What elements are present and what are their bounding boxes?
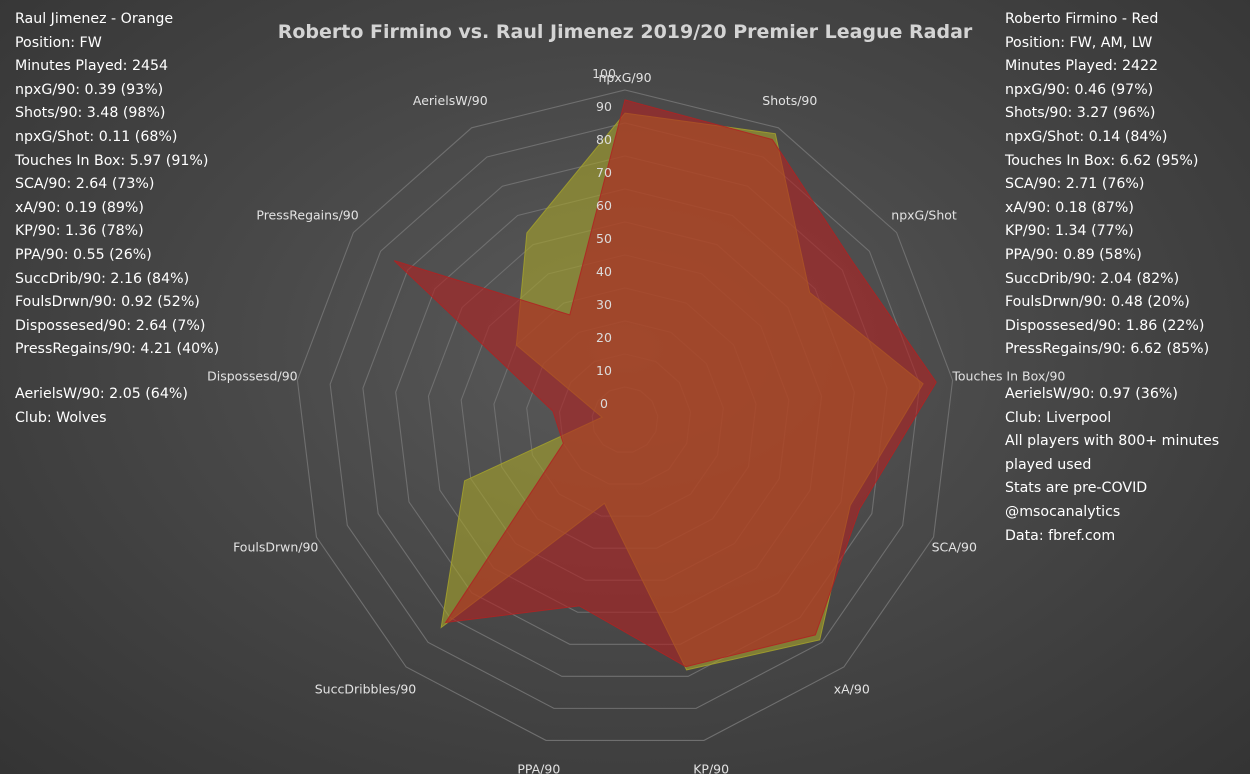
firmino-stat-line-5: npxG/Shot: 0.14 (84%) bbox=[1005, 128, 1168, 145]
jimenez-extra-line-0: AerielsW/90: 2.05 (64%) bbox=[15, 386, 188, 402]
firmino-note-line-6: Data: fbref.com bbox=[1005, 527, 1116, 544]
radar-series bbox=[393, 99, 937, 671]
jimenez-extra-line-1: Club: Wolves bbox=[15, 409, 107, 426]
jimenez-stat-line-2: Minutes Played: 2454 bbox=[15, 58, 169, 75]
firmino-stat-line-2: Minutes Played: 2422 bbox=[1005, 58, 1159, 75]
firmino-note-line-3: played used bbox=[1005, 456, 1092, 473]
firmino-stat-line-10: PPA/90: 0.89 (58%) bbox=[1005, 246, 1142, 263]
radial-tick-label: 40 bbox=[596, 264, 612, 279]
axis-label: npxG/90 bbox=[598, 70, 651, 85]
axis-labels: npxG/90 Shots/90 npxG/Shot Touches In Box/9… bbox=[207, 70, 1065, 774]
firmino-stat-line-13: Dispossesed/90: 1.86 (22%) bbox=[1005, 317, 1205, 334]
axis-label: SCA/90 bbox=[932, 540, 977, 555]
firmino-stat-line-12: FoulsDrwn/90: 0.48 (20%) bbox=[1005, 294, 1190, 311]
firmino-note-line-5: @msocanalytics bbox=[1005, 503, 1121, 520]
jimenez-stat-line-1: Position: FW bbox=[15, 34, 102, 51]
jimenez-stat-line-13: Dispossesed/90: 2.64 (7%) bbox=[15, 317, 206, 334]
jimenez-stat-line-7: SCA/90: 2.64 (73%) bbox=[15, 176, 155, 193]
radial-tick-label: 50 bbox=[596, 231, 612, 246]
jimenez-extra-panel: AerielsW/90: 2.05 (64%) Club: Wolves bbox=[15, 383, 188, 430]
jimenez-stat-line-5: npxG/Shot: 0.11 (68%) bbox=[15, 128, 178, 145]
radial-tick-label: 60 bbox=[596, 198, 612, 213]
chart-title: Roberto Firmino vs. Raul Jimenez 2019/20… bbox=[278, 21, 973, 43]
radial-tick-label: 0 bbox=[600, 396, 608, 411]
jimenez-stat-line-9: KP/90: 1.36 (78%) bbox=[15, 223, 144, 240]
firmino-stat-line-1: Position: FW, AM, LW bbox=[1005, 34, 1153, 51]
jimenez-stat-line-11: SuccDrib/90: 2.16 (84%) bbox=[15, 270, 190, 287]
firmino-note-line-1: Club: Liverpool bbox=[1005, 409, 1112, 426]
radial-tick-label: 70 bbox=[596, 165, 612, 180]
firmino-stat-line-3: npxG/90: 0.46 (97%) bbox=[1005, 81, 1154, 98]
axis-label: Shots/90 bbox=[762, 93, 817, 108]
radial-tick-label: 20 bbox=[596, 330, 612, 345]
firmino-stat-line-8: xA/90: 0.18 (87%) bbox=[1005, 199, 1134, 216]
jimenez-stat-line-3: npxG/90: 0.39 (93%) bbox=[15, 81, 164, 98]
axis-label: xA/90 bbox=[834, 681, 870, 696]
firmino-note-line-0: AerielsW/90: 0.97 (36%) bbox=[1005, 386, 1178, 402]
firmino-stat-line-11: SuccDrib/90: 2.04 (82%) bbox=[1005, 270, 1180, 287]
jimenez-stat-line-10: PPA/90: 0.55 (26%) bbox=[15, 246, 152, 263]
jimenez-stat-line-8: xA/90: 0.19 (89%) bbox=[15, 199, 144, 216]
axis-label: Touches In Box/90 bbox=[951, 369, 1065, 384]
radial-tick-label: 10 bbox=[596, 363, 612, 378]
axis-label: PressRegains/90 bbox=[256, 207, 358, 222]
jimenez-stat-line-0: Raul Jimenez - Orange bbox=[15, 11, 174, 27]
radial-tick-labels: 0 10 20 30 40 50 60 70 80 90 100 bbox=[592, 66, 616, 411]
grid-ring-90 bbox=[329, 122, 921, 709]
firmino-stat-line-7: SCA/90: 2.71 (76%) bbox=[1005, 176, 1145, 193]
axis-label: SuccDribbles/90 bbox=[315, 681, 417, 696]
grid-ring-100 bbox=[296, 89, 954, 741]
firmino-note-line-2: All players with 800+ minutes bbox=[1005, 433, 1220, 450]
radial-tick-label: 90 bbox=[596, 99, 612, 114]
firmino-note-line-4: Stats are pre-COVID bbox=[1005, 480, 1148, 497]
axis-label: Dispossesd/90 bbox=[207, 369, 298, 384]
firmino-notes-panel: AerielsW/90: 0.97 (36%) Club: Liverpool Al… bbox=[1005, 383, 1219, 548]
jimenez-stats-panel: Raul Jimenez - Orange Position: FW Minutes… bbox=[15, 8, 219, 362]
radial-tick-label: 100 bbox=[592, 66, 616, 81]
firmino-stat-line-0: Roberto Firmino - Red bbox=[1005, 11, 1159, 27]
jimenez-stat-line-4: Shots/90: 3.48 (98%) bbox=[15, 105, 166, 122]
radial-tick-label: 30 bbox=[596, 297, 612, 312]
series-area-roberto-firmino bbox=[393, 99, 937, 668]
firmino-stat-line-4: Shots/90: 3.27 (96%) bbox=[1005, 105, 1156, 122]
axis-label: npxG/Shot bbox=[891, 207, 957, 222]
axis-label: FoulsDrwn/90 bbox=[233, 540, 318, 555]
firmino-stat-line-6: Touches In Box: 6.62 (95%) bbox=[1005, 152, 1199, 169]
firmino-stat-line-9: KP/90: 1.34 (77%) bbox=[1005, 223, 1134, 240]
jimenez-stat-line-12: FoulsDrwn/90: 0.92 (52%) bbox=[15, 294, 200, 311]
firmino-stat-line-14: PressRegains/90: 6.62 (85%) bbox=[1005, 341, 1210, 358]
axis-label: KP/90 bbox=[693, 762, 729, 774]
jimenez-stat-line-14: PressRegains/90: 4.21 (40%) bbox=[15, 341, 220, 358]
firmino-stats-panel: Roberto Firmino - Red Position: FW, AM, L… bbox=[1005, 8, 1209, 362]
radial-tick-label: 80 bbox=[596, 132, 612, 147]
axis-label: PPA/90 bbox=[517, 762, 560, 774]
jimenez-stat-line-6: Touches In Box: 5.97 (91%) bbox=[15, 152, 209, 169]
axis-label: AerielsW/90 bbox=[413, 93, 488, 108]
